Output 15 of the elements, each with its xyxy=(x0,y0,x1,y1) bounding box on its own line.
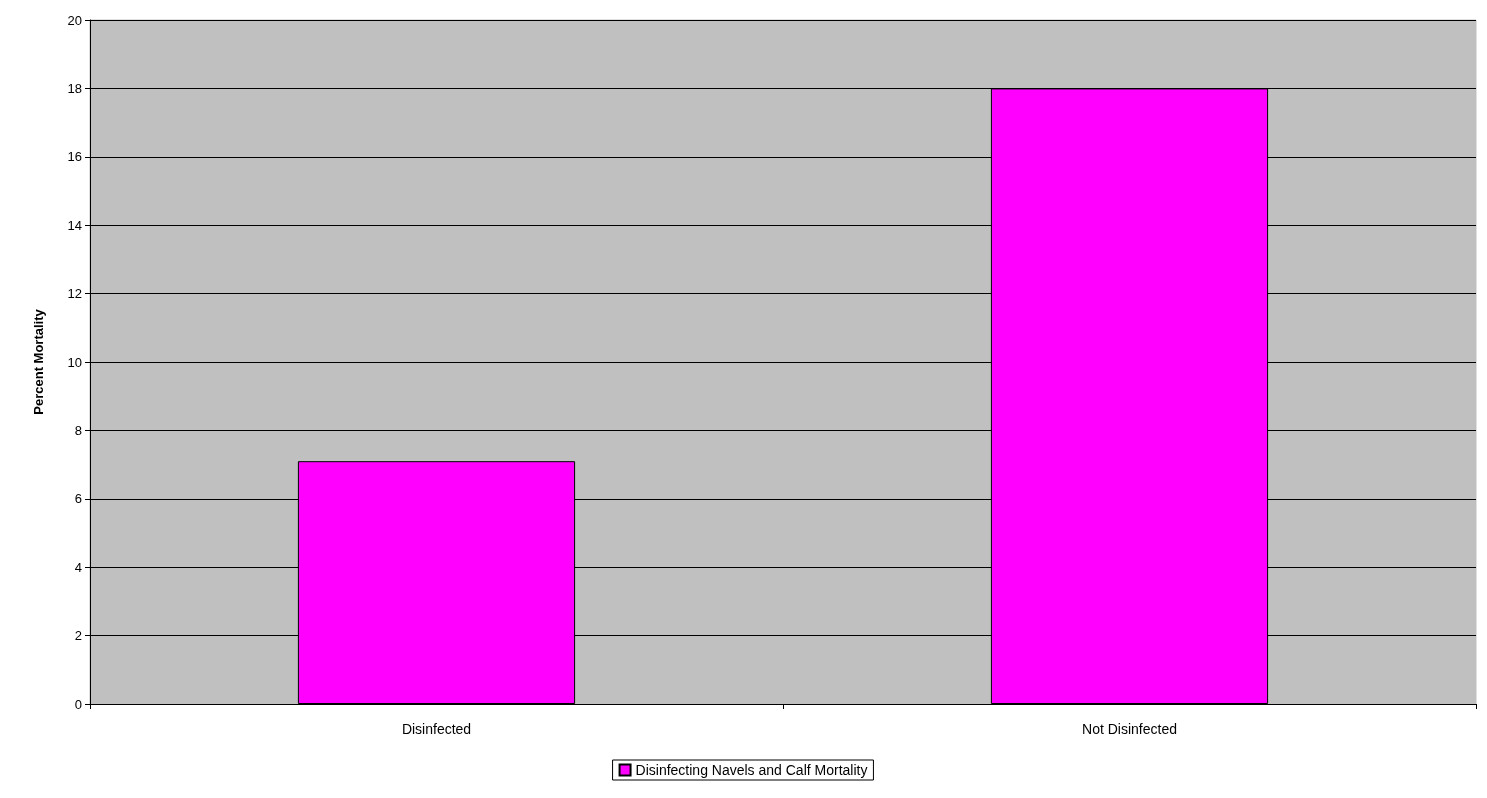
y-axis-title: Percent Mortality xyxy=(31,308,46,415)
y-tick-label: 14 xyxy=(67,217,82,233)
legend-label: Disinfecting Navels and Calf Mortality xyxy=(635,762,868,778)
y-tick-label: 16 xyxy=(67,149,82,165)
y-tick-label: 6 xyxy=(74,491,82,507)
y-tick-label: 2 xyxy=(74,628,82,644)
x-tick-label: Not Disinfected xyxy=(1082,721,1177,737)
y-tick-label: 8 xyxy=(74,422,82,438)
y-tick-label: 4 xyxy=(74,559,82,575)
x-tick-label: Disinfected xyxy=(401,721,472,737)
y-tick-label: 18 xyxy=(67,80,82,96)
y-tick-label: 0 xyxy=(74,696,82,712)
y-tick-label: 20 xyxy=(67,12,82,28)
y-tick-label: 10 xyxy=(67,354,82,370)
y-tick-label: 12 xyxy=(67,286,82,302)
